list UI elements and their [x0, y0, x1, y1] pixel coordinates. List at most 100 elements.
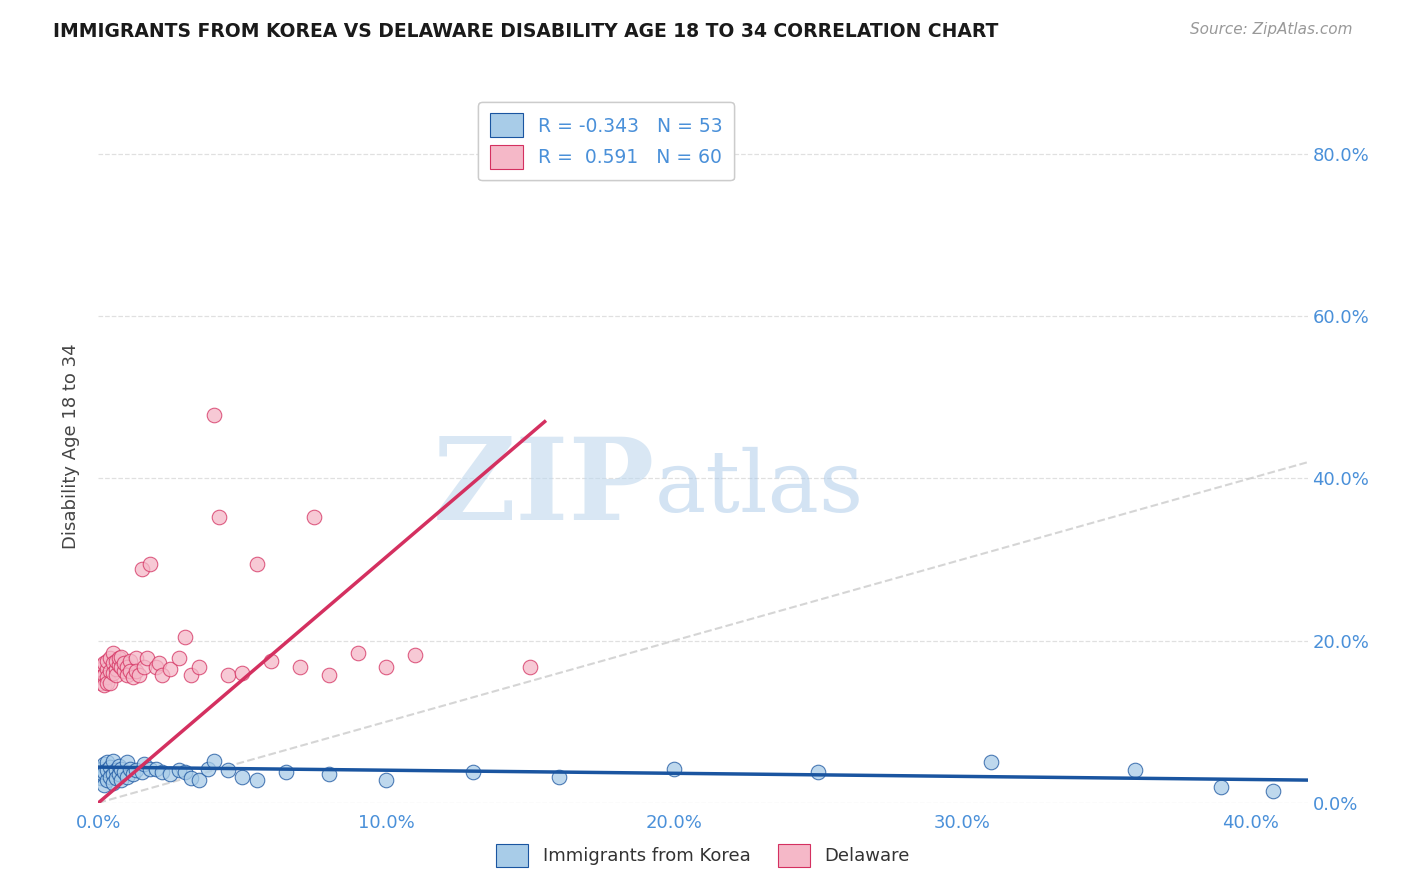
Point	[202, 408, 225, 422]
Point	[110, 659, 132, 673]
Point	[318, 767, 340, 781]
Point	[96, 764, 118, 778]
Legend: Immigrants from Korea, Delaware: Immigrants from Korea, Delaware	[489, 837, 917, 874]
Point	[90, 662, 112, 676]
Point	[90, 675, 112, 690]
Point	[125, 651, 148, 665]
Point	[115, 659, 138, 673]
Point	[104, 662, 127, 676]
Point	[120, 762, 142, 776]
Point	[91, 767, 114, 781]
Point	[90, 762, 112, 776]
Point	[122, 670, 145, 684]
Point	[101, 775, 124, 789]
Point	[375, 659, 398, 673]
Point	[188, 659, 211, 673]
Point	[112, 657, 135, 671]
Point	[131, 562, 153, 576]
Point	[519, 659, 541, 673]
Point	[90, 772, 112, 786]
Point	[93, 667, 115, 681]
Point	[173, 764, 195, 779]
Point	[375, 773, 398, 788]
Y-axis label: Disability Age 18 to 34: Disability Age 18 to 34	[62, 343, 80, 549]
Point	[125, 665, 148, 679]
Point	[548, 770, 571, 784]
Point	[98, 760, 121, 774]
Point	[107, 767, 129, 781]
Point	[231, 770, 253, 784]
Point	[260, 654, 283, 668]
Point	[107, 657, 129, 672]
Point	[404, 648, 426, 663]
Point	[96, 654, 118, 668]
Text: ZIP: ZIP	[433, 434, 655, 544]
Text: Source: ZipAtlas.com: Source: ZipAtlas.com	[1189, 22, 1353, 37]
Point	[159, 767, 181, 781]
Point	[128, 667, 150, 681]
Point	[93, 678, 115, 692]
Point	[134, 659, 156, 673]
Point	[202, 754, 225, 768]
Point	[104, 764, 127, 778]
Point	[96, 773, 118, 788]
Text: atlas: atlas	[655, 447, 863, 531]
Point	[96, 670, 118, 684]
Point	[93, 778, 115, 792]
Text: IMMIGRANTS FROM KOREA VS DELAWARE DISABILITY AGE 18 TO 34 CORRELATION CHART: IMMIGRANTS FROM KOREA VS DELAWARE DISABI…	[53, 22, 998, 41]
Point	[96, 756, 118, 770]
Point	[101, 666, 124, 681]
Point	[1211, 780, 1233, 794]
Point	[93, 756, 115, 771]
Point	[246, 557, 269, 571]
Point	[107, 651, 129, 665]
Point	[98, 770, 121, 784]
Point	[120, 654, 142, 668]
Point	[122, 767, 145, 781]
Point	[180, 667, 202, 681]
Point	[145, 659, 167, 673]
Point	[89, 764, 111, 779]
Point	[90, 670, 112, 684]
Point	[101, 754, 124, 768]
Point	[274, 764, 297, 779]
Point	[148, 657, 170, 671]
Point	[180, 772, 202, 786]
Point	[318, 667, 340, 681]
Legend: R = -0.343   N = 53, R =  0.591   N = 60: R = -0.343 N = 53, R = 0.591 N = 60	[478, 103, 734, 180]
Point	[1123, 764, 1146, 778]
Point	[139, 557, 162, 571]
Point	[807, 764, 830, 779]
Point	[134, 756, 156, 771]
Point	[115, 770, 138, 784]
Point	[288, 659, 311, 673]
Point	[167, 764, 190, 778]
Point	[89, 666, 111, 681]
Point	[115, 667, 138, 681]
Point	[98, 675, 121, 690]
Point	[120, 665, 142, 679]
Point	[110, 649, 132, 664]
Point	[101, 646, 124, 660]
Point	[93, 657, 115, 671]
Point	[188, 773, 211, 788]
Point	[246, 773, 269, 788]
Point	[167, 651, 190, 665]
Point	[101, 766, 124, 780]
Point	[159, 662, 181, 676]
Point	[110, 773, 132, 788]
Point	[346, 646, 368, 660]
Point	[91, 657, 114, 672]
Point	[197, 762, 219, 776]
Point	[150, 764, 173, 779]
Point	[112, 764, 135, 779]
Point	[136, 651, 159, 665]
Point	[150, 667, 173, 681]
Point	[104, 667, 127, 681]
Point	[304, 510, 326, 524]
Point	[217, 764, 239, 778]
Point	[173, 630, 195, 644]
Point	[104, 772, 127, 786]
Point	[112, 665, 135, 679]
Point	[145, 762, 167, 776]
